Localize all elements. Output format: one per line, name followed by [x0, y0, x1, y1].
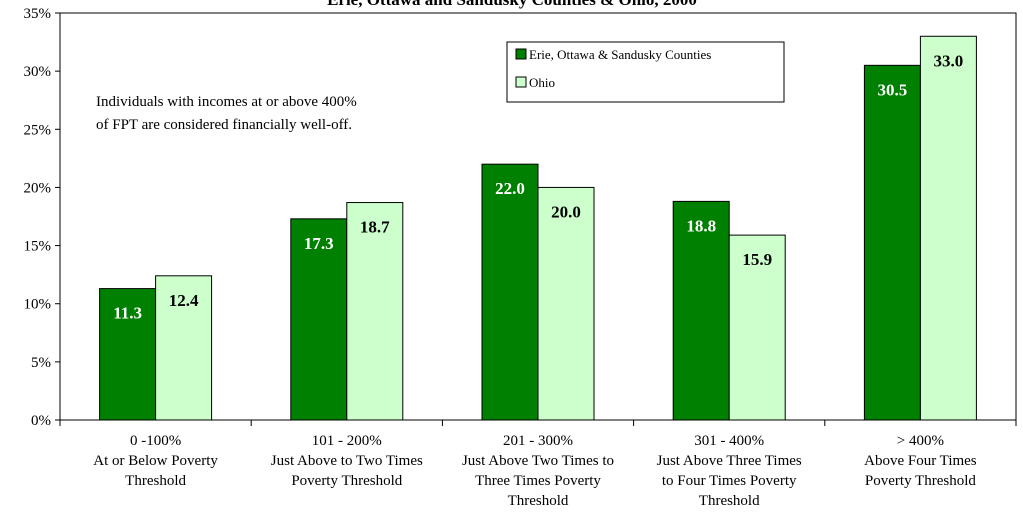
x-axis: 0 -100% At or Below Poverty Threshold 101 -… — [59, 420, 1017, 509]
annotation-line: of FPT are considered financially well-o… — [96, 117, 352, 133]
data-label: 20.0 — [551, 202, 581, 221]
data-label: 22.0 — [495, 179, 525, 198]
data-label: 30.5 — [878, 80, 908, 99]
y-tick-label: 0% — [31, 413, 51, 429]
bar-ohio — [346, 202, 404, 421]
annotation-line: Individuals with incomes at or above 400… — [96, 94, 357, 110]
bar-erie-ottawa-sandusky — [99, 288, 157, 421]
x-category-label: 301 - 400% Just Above Three Times to Four … — [657, 433, 802, 509]
bar-erie-ottawa-sandusky — [290, 218, 348, 421]
x-category-label: 0 -100% At or Below Poverty Threshold — [93, 433, 218, 489]
bar-ohio — [919, 35, 977, 421]
bar-ohio — [728, 234, 786, 421]
legend: Erie, Ottawa & Sandusky Counties Ohio — [506, 41, 785, 103]
value-labels: 11.3 12.4 17.3 18.7 22.0 20.0 18.8 15.9 30.5 33.0 — [113, 51, 963, 322]
y-tick-label: 20% — [24, 180, 52, 196]
data-label: 17.3 — [304, 234, 334, 253]
data-label: 12.4 — [169, 291, 199, 310]
bar-erie-ottawa-sandusky — [481, 163, 539, 421]
bars — [99, 35, 977, 421]
data-label: 11.3 — [113, 304, 142, 323]
data-label: 33.0 — [934, 51, 964, 70]
data-label: 15.9 — [742, 250, 772, 269]
x-category-label: > 400% Above Four Times Poverty Threshold — [864, 433, 977, 489]
bar-ohio — [155, 275, 213, 421]
annotation: Individuals with incomes at or above 400… — [96, 94, 357, 133]
bar-erie-ottawa-sandusky — [863, 64, 921, 421]
y-tick-label: 30% — [24, 64, 52, 80]
x-category-label: 201 - 300% Just Above Two Times to Three T… — [462, 433, 614, 509]
y-tick-label: 10% — [24, 297, 52, 313]
data-label: 18.8 — [686, 216, 716, 235]
legend-box — [506, 41, 785, 103]
legend-label: Ohio — [529, 75, 555, 90]
y-axis: 0% 5% 10% 15% 20% 25% 30% 35% — [24, 6, 60, 429]
y-tick-label: 15% — [24, 239, 52, 255]
x-category-label: 101 - 200% Just Above to Two Times Poverty… — [271, 433, 423, 489]
y-tick-label: 5% — [31, 355, 51, 371]
y-tick-label: 35% — [24, 6, 52, 22]
legend-swatch — [515, 76, 527, 88]
legend-swatch — [515, 48, 527, 60]
legend-label: Erie, Ottawa & Sandusky Counties — [529, 47, 711, 62]
y-tick-label: 25% — [24, 122, 52, 138]
chart-title: Erie, Ottawa and Sandusky Counties & Ohi… — [327, 0, 697, 9]
bar-ohio — [537, 186, 595, 421]
data-label: 18.7 — [360, 218, 390, 237]
